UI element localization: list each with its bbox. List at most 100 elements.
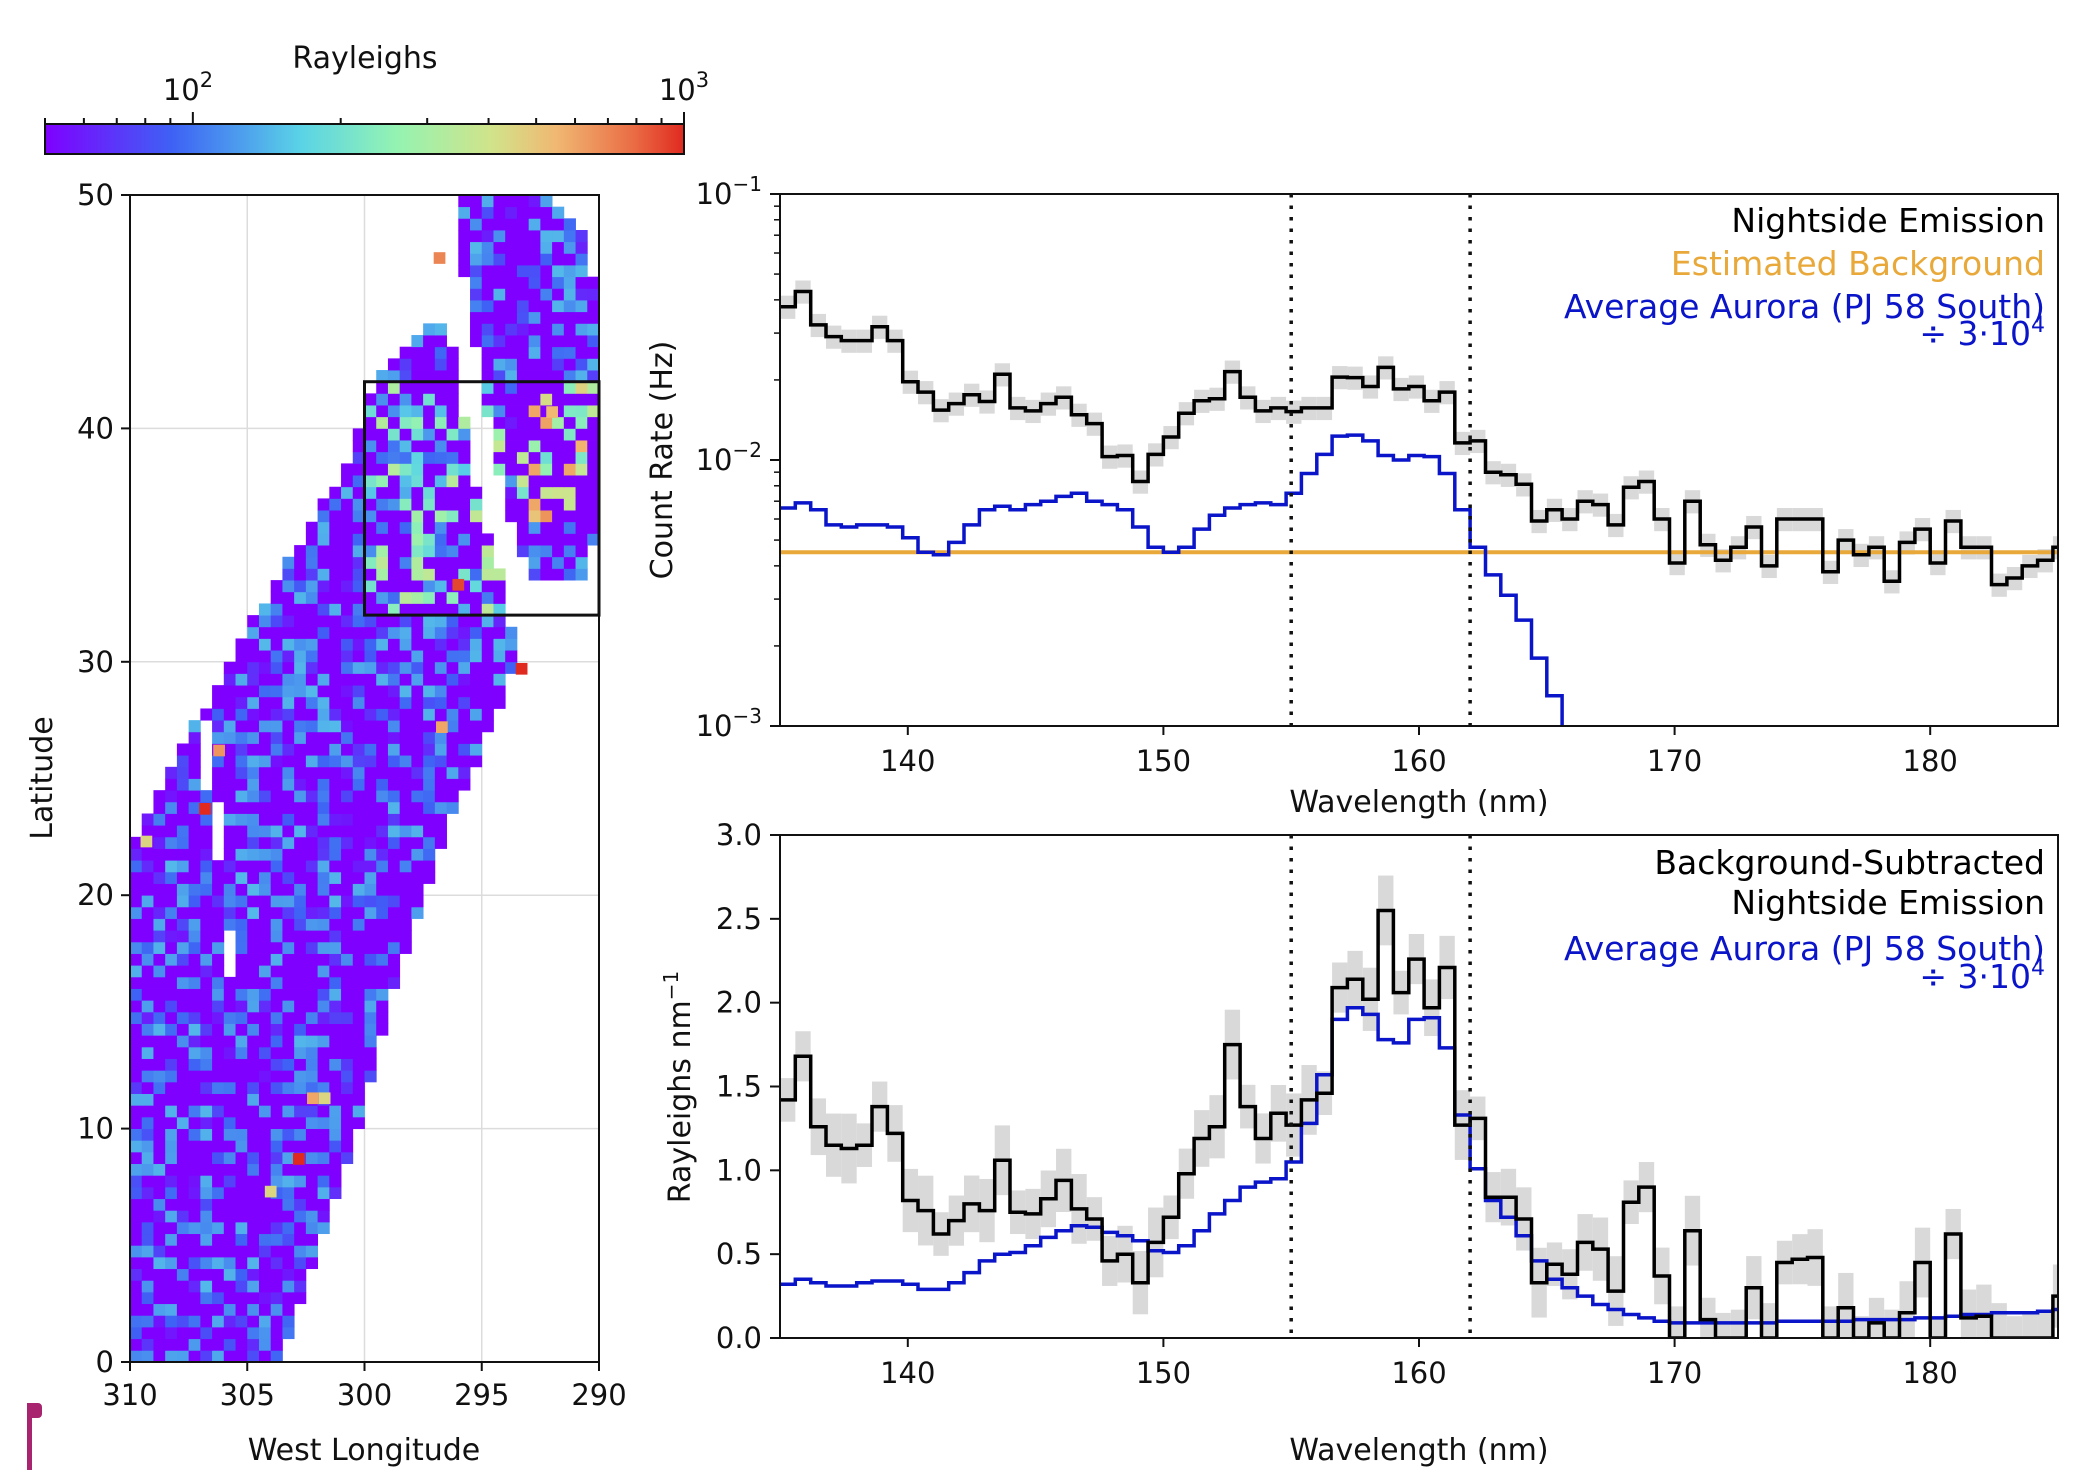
error-band-segment: [1853, 1316, 1869, 1338]
map-cell: [130, 883, 143, 896]
map-cell: [352, 720, 365, 733]
map-cell: [200, 930, 213, 943]
map-cell: [247, 778, 260, 791]
map-cell: [563, 265, 576, 278]
map-cell: [528, 533, 541, 546]
map-cell: [200, 906, 213, 919]
map-cell: [423, 848, 436, 861]
map-cell: [434, 615, 447, 628]
map-cell: [411, 790, 424, 803]
map-cell: [282, 976, 295, 989]
map-cell: [423, 650, 436, 663]
map-cell: [329, 743, 342, 756]
map-cell: [481, 195, 494, 208]
map-cell: [364, 906, 377, 919]
map-cell: [258, 1303, 272, 1316]
map-cell: [212, 1175, 225, 1188]
map-cell: [235, 720, 248, 733]
map-cell: [387, 510, 401, 523]
map-cell: [200, 825, 213, 838]
map-cell: [282, 1105, 295, 1118]
map-cell: [399, 650, 412, 663]
map-cell: [176, 1186, 190, 1200]
map-cell: [282, 906, 295, 919]
map-cell: [364, 976, 377, 989]
map-cell: [563, 241, 576, 254]
map-cell: [188, 930, 201, 943]
map-cell: [575, 346, 588, 359]
map-cell: [423, 533, 436, 546]
map-cell: [341, 1116, 354, 1129]
map-cell: [552, 311, 565, 324]
map-cell: [153, 1221, 166, 1235]
map-cell: [540, 498, 553, 511]
map-cell: [141, 1116, 154, 1129]
map-cell: [528, 335, 541, 348]
map-cell: [141, 871, 154, 884]
map-cell: [481, 300, 494, 313]
map-cell: [317, 1186, 330, 1200]
map-cell: [141, 1046, 154, 1059]
map-cell: [247, 895, 260, 908]
map-cell: [516, 311, 530, 324]
map-cell: [341, 825, 354, 838]
map-cell: [329, 615, 342, 628]
map-cell: [305, 860, 318, 873]
map-cell: [294, 918, 307, 931]
map-cell: [575, 323, 588, 336]
map-cell: [188, 1035, 201, 1048]
map-cell: [141, 1163, 154, 1176]
map-cell: [387, 463, 401, 476]
map-cell: [294, 1000, 307, 1013]
map-cell: [423, 510, 436, 523]
map-cell: [270, 825, 283, 838]
map-cell: [258, 778, 272, 791]
map-cell: [188, 941, 201, 954]
map-cell: [528, 405, 541, 418]
map-cell: [258, 813, 272, 826]
map-cell: [282, 836, 295, 849]
map-cell: [258, 1151, 272, 1165]
map-cell: [376, 895, 389, 908]
map-cell: [212, 1105, 225, 1118]
map-cell: [352, 743, 365, 756]
map-cell: [481, 591, 494, 604]
map-cell: [282, 1221, 295, 1235]
legend-estimated-background: Estimated Background: [1671, 244, 2045, 283]
map-cell: [294, 673, 307, 686]
map-cell: [376, 673, 389, 686]
map-cell: [188, 1140, 201, 1153]
map-cell: [247, 661, 260, 674]
decorative-flag-mark: [27, 1403, 42, 1470]
map-cell: [376, 498, 389, 511]
map-cell: [516, 241, 530, 254]
map-cell: [423, 860, 436, 873]
map-cell: [446, 370, 459, 383]
map-hot-pixel: [213, 744, 225, 757]
map-hot-pixel: [452, 578, 465, 591]
map-cell: [235, 1256, 248, 1270]
map-cell: [247, 1011, 260, 1024]
map-cell: [153, 941, 166, 954]
map-cell: [212, 790, 225, 803]
map-cell: [212, 1198, 225, 1211]
map-cell: [282, 1128, 295, 1141]
map-cell: [247, 871, 260, 884]
map-cell: [176, 1256, 190, 1270]
map-cell: [176, 743, 190, 756]
map-cell: [282, 1070, 295, 1083]
map-cell: [223, 1338, 236, 1351]
map-cell: [399, 405, 412, 418]
map-cell: [387, 953, 401, 966]
map-cell: [329, 638, 342, 651]
map-cell: [552, 253, 565, 266]
map-cell: [212, 895, 225, 908]
map-cell: [141, 1070, 154, 1083]
map-cell: [305, 1186, 318, 1200]
map-cell: [130, 1186, 143, 1200]
map-cell: [294, 836, 307, 849]
map-cell: [282, 848, 295, 861]
map-cell: [364, 918, 377, 931]
map-cell: [481, 603, 494, 616]
